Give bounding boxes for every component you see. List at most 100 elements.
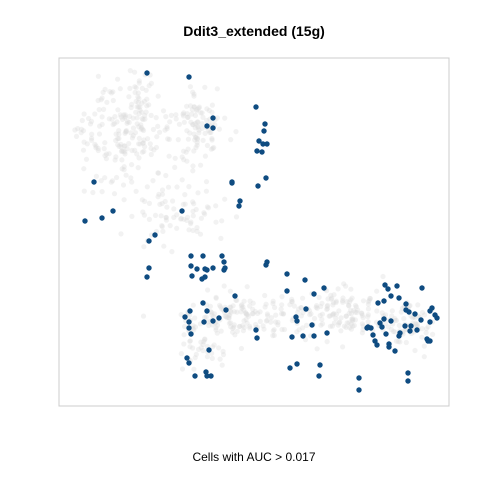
background-cell-point: [128, 175, 134, 181]
background-cell-point: [346, 303, 352, 309]
highlighted-cell-point: [374, 342, 380, 348]
background-cell-point: [80, 128, 87, 134]
background-cell-point: [327, 323, 333, 329]
background-cell-point: [111, 191, 118, 197]
background-cell-point: [238, 345, 244, 352]
background-cell-point: [118, 141, 124, 147]
background-cell-point: [75, 126, 81, 132]
highlighted-cell-point: [418, 317, 424, 323]
background-cell-point: [228, 304, 234, 310]
highlighted-cell-point: [223, 307, 229, 313]
background-cell-point: [401, 316, 407, 322]
background-cell-point: [163, 215, 169, 221]
background-cell-point: [219, 306, 225, 312]
background-cell-point: [209, 136, 215, 142]
background-cell-point: [343, 313, 349, 319]
background-cell-point: [164, 126, 170, 132]
background-cell-point: [207, 303, 213, 309]
highlighted-cell-point: [317, 362, 323, 368]
background-cell-point: [193, 135, 199, 141]
background-cell-point: [196, 127, 202, 133]
background-cell-point: [81, 188, 87, 194]
background-cell-point: [250, 306, 256, 312]
background-cell-point: [392, 317, 398, 323]
background-cell-point: [365, 319, 371, 325]
highlighted-cell-point: [432, 312, 438, 318]
highlighted-cell-point: [202, 274, 208, 280]
background-cell-point: [240, 304, 246, 310]
background-cell-point: [181, 110, 187, 116]
background-cell-point: [181, 119, 187, 125]
background-cell-point: [289, 298, 295, 305]
background-cell-point: [133, 188, 139, 194]
background-cell-point: [121, 112, 127, 118]
background-cell-point: [194, 139, 200, 146]
background-cell-point: [233, 214, 240, 220]
background-cell-point: [184, 217, 190, 223]
background-cell-point: [110, 89, 116, 95]
background-cell-point: [190, 302, 196, 308]
background-cell-point: [413, 321, 419, 327]
background-cell-point: [139, 116, 145, 122]
background-cell-point: [180, 201, 186, 207]
background-cell-point: [138, 122, 144, 128]
background-cell-point: [263, 318, 269, 324]
background-cell-point: [220, 348, 226, 354]
background-cell-point: [318, 303, 324, 310]
background-cell-point: [167, 223, 173, 229]
highlighted-cell-point: [356, 375, 362, 381]
highlighted-cell-point: [364, 325, 370, 331]
background-cell-point: [335, 322, 341, 328]
background-cell-point: [159, 223, 165, 229]
background-cell-point: [199, 121, 205, 127]
background-cell-point: [205, 287, 211, 293]
background-cell-point: [341, 323, 347, 329]
background-cell-point: [121, 143, 127, 149]
background-cell-point: [313, 304, 319, 310]
highlighted-cell-point: [204, 373, 210, 379]
background-cell-point: [314, 305, 320, 311]
background-cell-point: [348, 307, 354, 313]
background-cell-point: [316, 294, 322, 300]
background-cell-point: [185, 114, 191, 120]
background-cell-point: [365, 306, 371, 312]
highlighted-cell-point: [254, 335, 260, 341]
background-cell-point: [192, 324, 199, 330]
background-cell-point: [136, 111, 142, 117]
background-cell-point: [360, 315, 366, 321]
background-cell-point: [193, 144, 199, 151]
background-cell-point: [374, 308, 380, 314]
background-cell-point: [180, 113, 187, 119]
background-cell-point: [227, 288, 233, 294]
background-cell-point: [217, 302, 223, 308]
background-cell-point: [421, 343, 427, 349]
highlighted-cell-point: [403, 301, 409, 307]
background-cell-point: [163, 114, 169, 120]
background-cell-point: [202, 130, 208, 136]
background-cell-point: [190, 199, 196, 205]
background-cell-point: [238, 309, 244, 315]
background-cell-point: [331, 300, 337, 306]
background-cell-point: [93, 143, 99, 149]
background-cell-point: [123, 128, 129, 134]
background-cell-point: [141, 137, 147, 143]
background-cell-point: [247, 323, 253, 329]
background-cell-point: [241, 318, 247, 324]
background-cell-point: [319, 316, 325, 322]
background-cell-point: [109, 116, 115, 122]
background-cell-point: [204, 354, 210, 360]
background-cell-point: [300, 325, 306, 331]
background-cell-point: [397, 339, 403, 345]
background-cell-point: [352, 309, 358, 315]
background-cell-point: [221, 283, 227, 289]
background-cell-point: [380, 273, 386, 280]
background-cell-point: [412, 315, 418, 321]
background-cell-point: [396, 322, 402, 328]
background-cell-point: [192, 315, 198, 321]
background-cell-point: [352, 317, 358, 323]
background-cell-point: [140, 127, 147, 134]
background-cell-point: [198, 345, 204, 351]
highlighted-cell-point: [110, 208, 116, 214]
highlighted-cell-point: [254, 148, 260, 154]
background-cell-point: [205, 319, 211, 325]
